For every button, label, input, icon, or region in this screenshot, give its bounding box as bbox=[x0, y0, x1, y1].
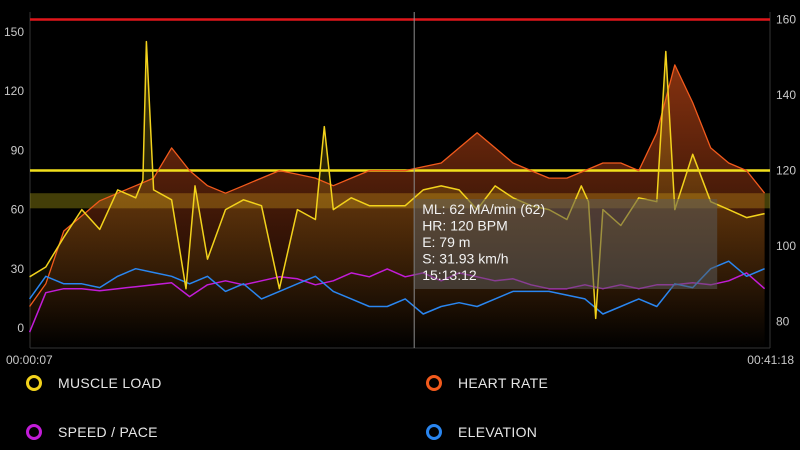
tooltip-background bbox=[414, 199, 718, 289]
left-axis-ticks: 0 30 60 90 120 150 bbox=[4, 25, 24, 335]
activity-chart[interactable]: 0 30 60 90 120 150 80 100 120 140 160 ML: 62 MA/m… bbox=[0, 0, 800, 370]
legend-item-speed-pace[interactable]: SPEED / PACE bbox=[26, 424, 158, 440]
circle-icon bbox=[426, 375, 442, 391]
left-tick-label: 0 bbox=[17, 321, 24, 335]
legend-label-elevation: ELEVATION bbox=[458, 424, 538, 440]
left-tick-label: 90 bbox=[11, 143, 25, 157]
legend-label-muscle-load: MUSCLE LOAD bbox=[58, 375, 162, 391]
tooltip-heart-rate: HR: 120 BPM bbox=[422, 218, 508, 234]
muscle-load-series-line bbox=[29, 40, 765, 320]
elevation-series-line bbox=[28, 260, 765, 315]
left-tick-label: 150 bbox=[4, 25, 24, 39]
right-tick-label: 80 bbox=[776, 315, 790, 329]
left-tick-label: 30 bbox=[11, 262, 25, 276]
x-start-label: 00:00:07 bbox=[6, 353, 53, 367]
heart-rate-series-line bbox=[29, 64, 766, 307]
legend: MUSCLE LOAD HEART RATE SPEED / PACE ELEV… bbox=[0, 362, 800, 450]
legend-item-heart-rate[interactable]: HEART RATE bbox=[426, 375, 548, 391]
right-tick-label: 120 bbox=[776, 164, 796, 178]
circle-icon bbox=[26, 424, 42, 440]
circle-icon bbox=[426, 424, 442, 440]
legend-item-muscle-load[interactable]: MUSCLE LOAD bbox=[26, 375, 162, 391]
right-tick-label: 140 bbox=[776, 88, 796, 102]
right-tick-label: 160 bbox=[776, 13, 796, 27]
left-tick-label: 120 bbox=[4, 84, 24, 98]
tooltip: ML: 62 MA/min (62) HR: 120 BPM E: 79 m S… bbox=[414, 199, 718, 289]
tooltip-muscle-load: ML: 62 MA/min (62) bbox=[422, 201, 545, 217]
tooltip-elevation: E: 79 m bbox=[422, 234, 470, 250]
right-axis-ticks: 80 100 120 140 160 bbox=[776, 13, 796, 329]
legend-label-speed-pace: SPEED / PACE bbox=[58, 424, 158, 440]
tooltip-speed: S: 31.93 km/h bbox=[422, 251, 508, 267]
left-tick-label: 60 bbox=[11, 203, 25, 217]
circle-icon bbox=[26, 375, 42, 391]
legend-label-heart-rate: HEART RATE bbox=[458, 375, 549, 391]
tooltip-time: 15:13:12 bbox=[422, 267, 477, 283]
legend-item-elevation[interactable]: ELEVATION bbox=[426, 424, 537, 440]
right-tick-label: 100 bbox=[776, 239, 796, 253]
x-end-label: 00:41:18 bbox=[747, 353, 794, 367]
